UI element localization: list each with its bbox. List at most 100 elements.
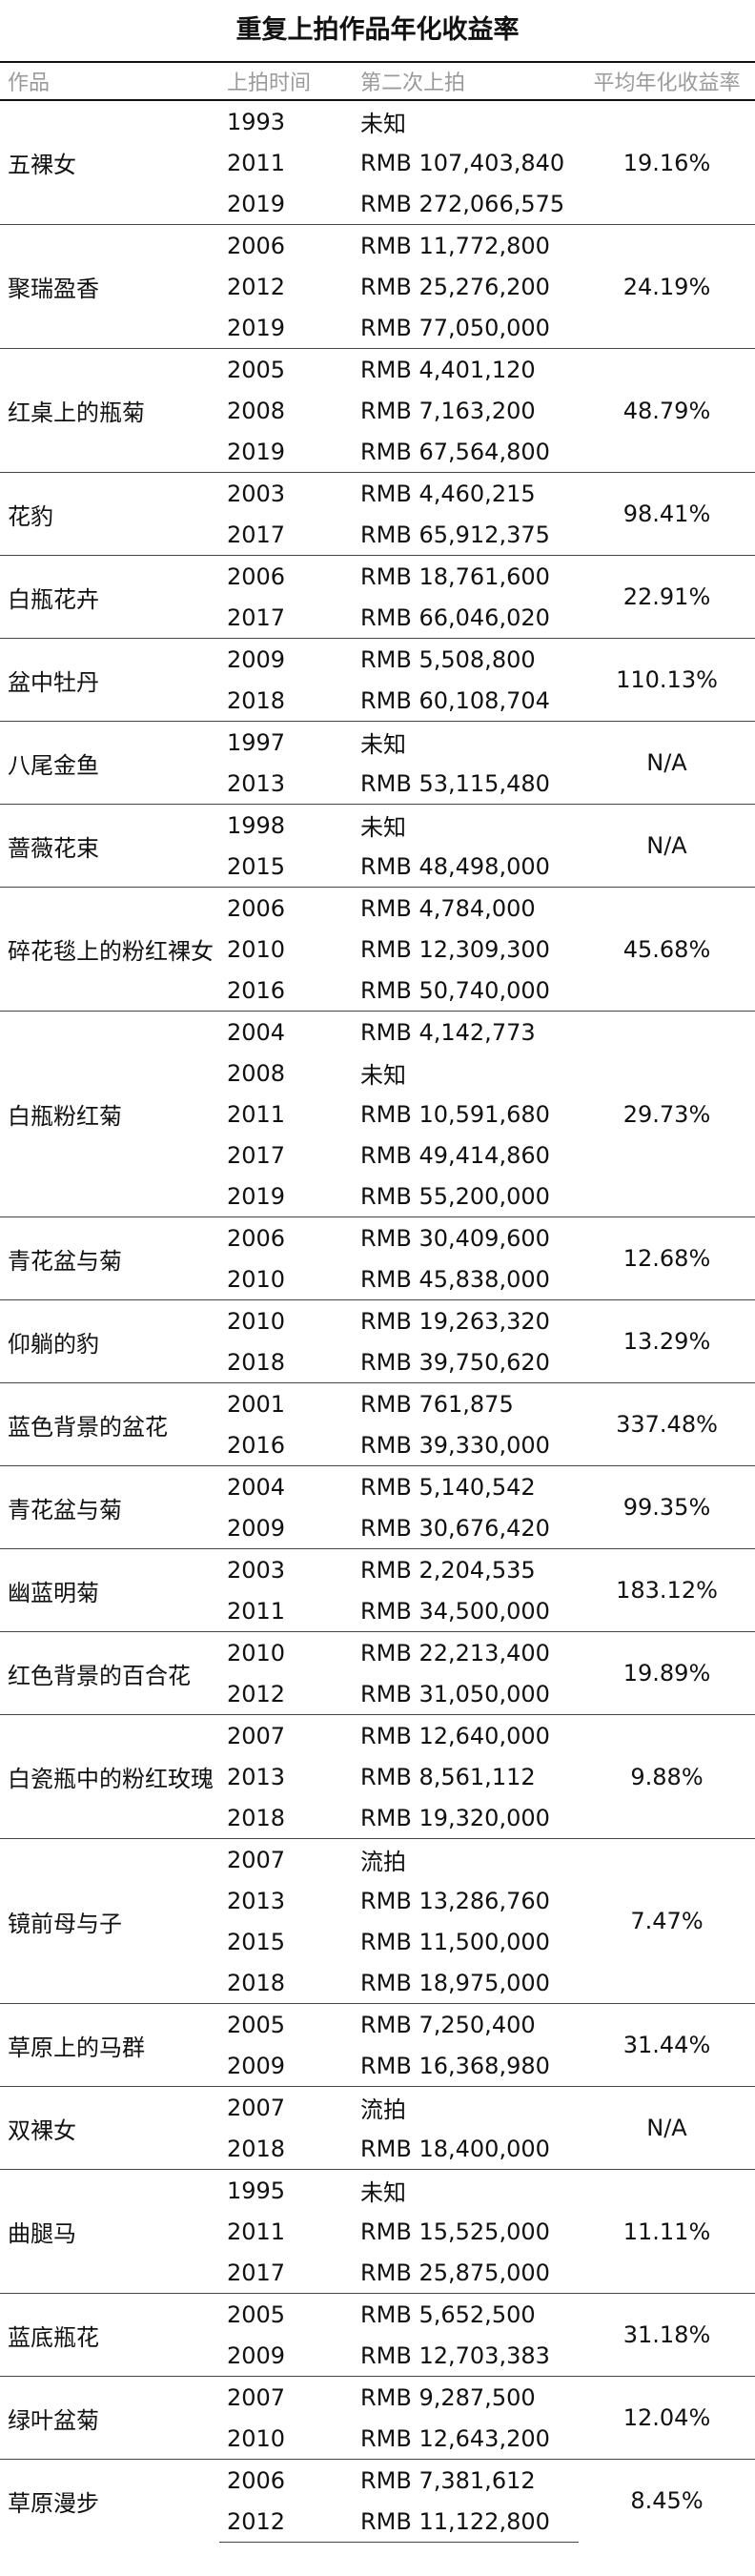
auction-year-cell: 1993: [219, 99, 353, 142]
work-name-cell: 白瓶粉红菊: [0, 1011, 219, 1217]
auction-year-cell: 2017: [227, 603, 286, 631]
auction-price-cell: RMB 5,508,800: [353, 638, 579, 680]
work-name-cell: 白瓷瓶中的粉红玫瑰: [0, 1714, 219, 1839]
auction-price-cell: RMB 5,652,500: [353, 2293, 579, 2335]
auction-year-cell: 2016: [227, 1431, 286, 1459]
table-row: 2010 RMB 12,309,300: [0, 929, 755, 970]
auction-price-cell: RMB 7,163,200: [360, 397, 536, 424]
auction-price-cell: RMB 18,975,000: [360, 1969, 550, 1996]
table-row: 2013 RMB 53,115,480: [0, 763, 755, 805]
auction-price-cell: RMB 19,263,320: [353, 1299, 579, 1341]
auction-year-cell: 2004: [219, 1011, 353, 1053]
table-row: 盆中牡丹 2009 RMB 5,508,800 110.13%: [0, 638, 755, 722]
annual-return-cell: 24.19%: [579, 224, 755, 349]
auction-year-cell: 2010: [219, 1299, 353, 1341]
work-name-cell: 蓝底瓶花: [0, 2293, 219, 2377]
annual-return-cell: 19.89%: [579, 1631, 755, 1715]
table-row: 2009 RMB 16,368,980: [0, 2045, 755, 2087]
auction-year-cell: 2012: [219, 2501, 353, 2543]
table-row: 蓝色背景的盆花 2001 RMB 761,875 337.48%: [0, 1382, 755, 1466]
auction-year-cell: 2006: [219, 2459, 353, 2501]
work-name-cell: 聚瑞盈香: [0, 224, 219, 349]
auction-year-cell: 2004: [219, 1465, 353, 1507]
table-body: 五裸女 1993 未知 19.16% 2011 RMB 107,403,840 2019 RM…: [0, 99, 755, 2543]
auction-price-cell: RMB 7,381,612: [353, 2459, 579, 2501]
table-row: 花豹 2003 RMB 4,460,215 98.41%: [0, 472, 755, 556]
table-row: 2011 RMB 34,500,000: [0, 1590, 755, 1632]
header-auction-year: 上拍时间: [219, 61, 353, 101]
auction-year-cell: 2013: [227, 1887, 286, 1914]
auction-price-cell: 流拍: [353, 1838, 579, 1880]
auction-year-cell: 2009: [227, 2341, 286, 2369]
returns-table: 作品 上拍时间 第二次上拍 平均年化收益率 五裸女 1993 未知 19.16% 201…: [0, 61, 755, 2543]
auction-price-cell: RMB 18,400,000: [360, 2135, 550, 2162]
auction-year-cell: 2009: [227, 2052, 286, 2079]
auction-price-cell: RMB 12,640,000: [353, 1714, 579, 1756]
table-row: 白瓷瓶中的粉红玫瑰 2007 RMB 12,640,000 9.88%: [0, 1714, 755, 1839]
auction-year-cell: 2001: [219, 1382, 353, 1424]
table-row: 2017 RMB 25,875,000: [0, 2252, 755, 2294]
auction-year-cell: 2011: [227, 1597, 286, 1625]
auction-year-cell: 2017: [227, 1141, 286, 1169]
header-row: 作品 上拍时间 第二次上拍 平均年化收益率: [0, 61, 755, 101]
annual-return-cell: 45.68%: [579, 887, 755, 1012]
auction-year-cell: 2006: [219, 555, 353, 597]
auction-year-cell: 2012: [227, 1680, 286, 1707]
work-name-cell: 红色背景的百合花: [0, 1631, 219, 1715]
auction-year-cell: 2011: [227, 2218, 286, 2245]
auction-year-cell: 2018: [227, 2135, 286, 2162]
auction-price-cell: 未知: [353, 721, 579, 763]
table-row: 五裸女 1993 未知 19.16%: [0, 99, 755, 225]
table-row: 2018 RMB 18,975,000: [0, 1962, 755, 2004]
table-row: 幽蓝明菊 2003 RMB 2,204,535 183.12%: [0, 1548, 755, 1632]
auction-year-cell: 2010: [227, 1265, 286, 1293]
auction-price-cell: RMB 45,838,000: [360, 1265, 550, 1293]
auction-price-cell: RMB 22,213,400: [353, 1631, 579, 1673]
auction-year-cell: 2006: [219, 224, 353, 266]
table-row: 绿叶盆菊 2007 RMB 9,287,500 12.04%: [0, 2376, 755, 2460]
auction-year-cell: 2015: [227, 852, 286, 880]
table-row: 2018 RMB 19,320,000: [0, 1797, 755, 1839]
auction-price-cell: RMB 50,740,000: [360, 976, 550, 1004]
annual-return-cell: 11.11%: [579, 2169, 755, 2294]
annual-return-cell: 48.79%: [579, 348, 755, 473]
table-row: 红桌上的瓶菊 2005 RMB 4,401,120 48.79%: [0, 348, 755, 473]
auction-price-cell: RMB 55,200,000: [360, 1182, 550, 1210]
table-row: 青花盆与菊 2004 RMB 5,140,542 99.35%: [0, 1465, 755, 1549]
auction-price-cell: RMB 7,250,400: [353, 2003, 579, 2045]
auction-price-cell: RMB 48,498,000: [360, 852, 550, 880]
table-row: 2017 RMB 49,414,860: [0, 1135, 755, 1176]
annual-return-cell: 12.04%: [579, 2376, 755, 2460]
table-row: 2013 RMB 13,286,760: [0, 1880, 755, 1921]
table-row: 草原漫步 2006 RMB 7,381,612 8.45%: [0, 2459, 755, 2543]
auction-year-cell: 2007: [219, 2376, 353, 2418]
annual-return-cell: N/A: [579, 721, 755, 805]
work-name-cell: 绿叶盆菊: [0, 2376, 219, 2460]
work-name-cell: 青花盆与菊: [0, 1465, 219, 1549]
auction-price-cell: RMB 25,875,000: [360, 2259, 550, 2286]
table-row: 2011 RMB 107,403,840: [0, 142, 755, 183]
auction-year-cell: 2010: [219, 1631, 353, 1673]
auction-year-cell: 2011: [227, 1100, 286, 1128]
auction-year-cell: 1998: [219, 804, 353, 846]
work-name-cell: 青花盆与菊: [0, 1216, 219, 1300]
table-row: 2012 RMB 11,122,800: [0, 2501, 755, 2543]
auction-price-cell: RMB 66,046,020: [360, 603, 550, 631]
auction-year-cell: 2008: [227, 397, 286, 424]
table-row: 双裸女 2007 流拍 N/A: [0, 2086, 755, 2170]
auction-price-cell: 未知: [353, 2169, 579, 2211]
auction-price-cell: RMB 5,140,542: [353, 1465, 579, 1507]
work-name-cell: 草原上的马群: [0, 2003, 219, 2087]
auction-price-cell: RMB 4,401,120: [353, 348, 579, 390]
auction-price-cell: RMB 19,320,000: [360, 1804, 550, 1831]
auction-year-cell: 2015: [227, 1928, 286, 1955]
table-row: 2018 RMB 18,400,000: [0, 2128, 755, 2170]
annual-return-cell: 19.16%: [579, 99, 755, 225]
table-row: 2017 RMB 66,046,020: [0, 597, 755, 639]
work-name-cell: 蔷薇花束: [0, 804, 219, 888]
annual-return-cell: 29.73%: [579, 1011, 755, 1217]
annual-return-cell: N/A: [579, 804, 755, 888]
auction-price-cell: RMB 12,703,383: [360, 2341, 550, 2369]
table-row: 碎花毯上的粉红裸女 2006 RMB 4,784,000 45.68%: [0, 887, 755, 1012]
auction-price-cell: RMB 10,591,680: [360, 1100, 550, 1128]
